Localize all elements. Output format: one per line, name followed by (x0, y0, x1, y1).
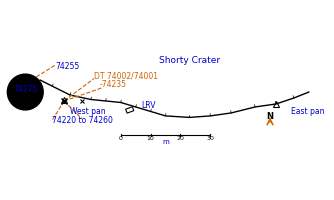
Text: N: N (267, 112, 274, 121)
Text: m: m (162, 138, 169, 144)
Text: Shorty Crater: Shorty Crater (159, 56, 220, 65)
Text: 10: 10 (147, 135, 155, 140)
Text: 74275: 74275 (13, 84, 38, 93)
Text: 74255: 74255 (55, 62, 79, 71)
Text: 20: 20 (177, 135, 184, 140)
Circle shape (7, 75, 43, 110)
Text: 30: 30 (206, 135, 214, 140)
Text: West pan: West pan (70, 106, 106, 115)
Polygon shape (126, 107, 134, 114)
Text: East pan: East pan (291, 106, 324, 115)
Text: DT 74002/74001: DT 74002/74001 (94, 71, 158, 80)
Text: LRV: LRV (142, 100, 156, 109)
Text: -74235: -74235 (100, 80, 127, 89)
Text: 74220 to 74260: 74220 to 74260 (52, 115, 113, 124)
Text: 0: 0 (119, 135, 123, 140)
